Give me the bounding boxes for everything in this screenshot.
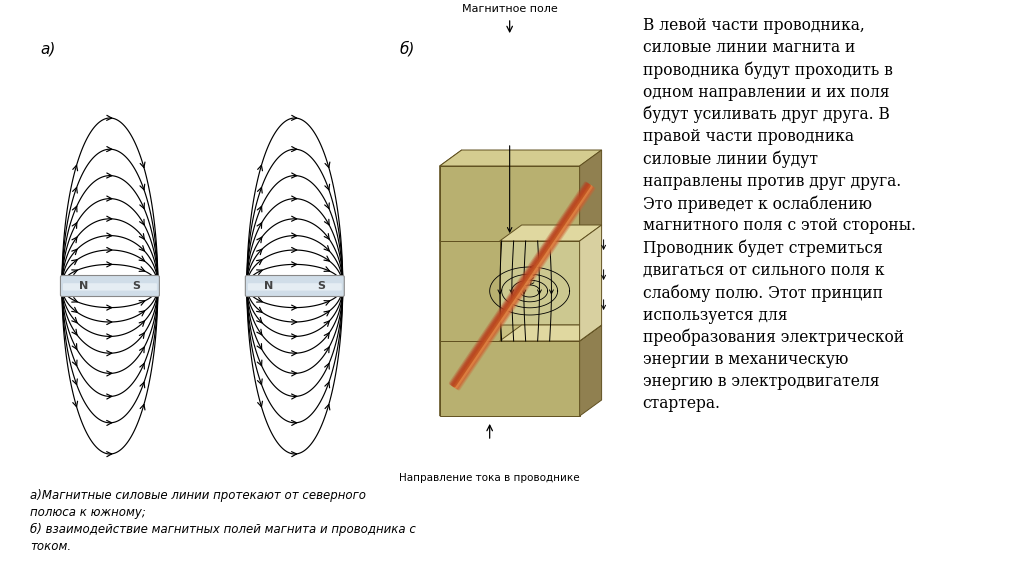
- Polygon shape: [580, 325, 602, 416]
- Text: В левой части проводника,
силовые линии магнита и
проводника будут проходить в
о: В левой части проводника, силовые линии …: [643, 17, 915, 412]
- Polygon shape: [500, 325, 602, 341]
- Polygon shape: [439, 325, 602, 341]
- FancyBboxPatch shape: [60, 275, 160, 297]
- Polygon shape: [500, 241, 580, 341]
- Text: Магнитное поле: Магнитное поле: [462, 4, 557, 14]
- Polygon shape: [580, 225, 602, 341]
- Text: N: N: [264, 281, 273, 291]
- Text: током.: током.: [30, 540, 71, 553]
- Polygon shape: [439, 225, 521, 241]
- Polygon shape: [500, 225, 602, 241]
- Text: а): а): [40, 41, 55, 56]
- Text: S: S: [317, 281, 326, 291]
- FancyBboxPatch shape: [62, 283, 157, 291]
- Text: б) взаимодействие магнитных полей магнита и проводника с: б) взаимодействие магнитных полей магнит…: [30, 523, 416, 536]
- Polygon shape: [439, 166, 580, 241]
- Text: N: N: [79, 281, 88, 291]
- Text: Направление тока в проводнике: Направление тока в проводнике: [399, 473, 580, 483]
- Polygon shape: [580, 150, 602, 241]
- Text: б): б): [399, 41, 415, 56]
- Text: а)Магнитные силовые линии протекают от северного: а)Магнитные силовые линии протекают от с…: [30, 489, 366, 502]
- Text: S: S: [132, 281, 140, 291]
- Polygon shape: [439, 241, 500, 341]
- Polygon shape: [439, 150, 462, 416]
- Polygon shape: [439, 341, 580, 416]
- Polygon shape: [439, 150, 602, 166]
- Text: полюса к южному;: полюса к южному;: [30, 506, 145, 519]
- FancyBboxPatch shape: [248, 283, 342, 291]
- FancyBboxPatch shape: [246, 275, 344, 297]
